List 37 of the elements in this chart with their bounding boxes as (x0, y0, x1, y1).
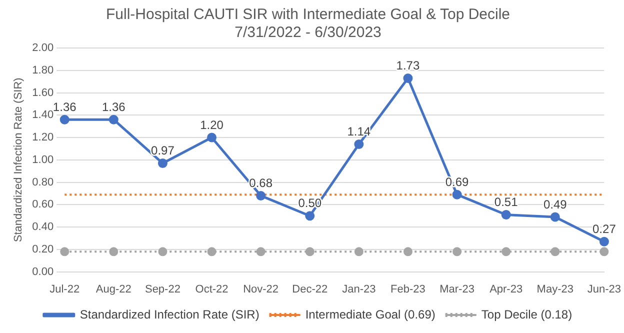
x-tick-label: Feb-23 (390, 283, 426, 296)
x-tick-label: Apr-23 (490, 283, 523, 296)
y-tick-label: 0.40 (32, 221, 54, 234)
x-tick-label: Jun-23 (587, 283, 622, 296)
chart-title: Full-Hospital CAUTI SIR with Intermediate Goal & Top Decile (106, 6, 510, 24)
y-tick-label: 0.20 (32, 243, 54, 256)
x-tick-label: Jul-22 (50, 283, 80, 296)
x-tick-label: Sep-22 (144, 283, 180, 296)
x-tick-label: Jan-23 (342, 283, 376, 296)
data-label: 0.51 (494, 195, 518, 210)
y-tick-label: 0.80 (32, 176, 54, 188)
y-tick-label: 0.00 (32, 266, 54, 278)
x-tick-label: May-23 (536, 283, 574, 296)
data-label: 0.49 (543, 197, 568, 212)
x-tick-label: Aug-22 (96, 283, 132, 296)
x-tick-label: Oct-22 (195, 283, 228, 296)
data-label: 1.73 (396, 58, 420, 73)
y-tick-label: 1.40 (32, 109, 54, 122)
x-tick-label: Nov-22 (243, 283, 279, 296)
x-tick-label: Mar-23 (440, 283, 474, 296)
legend-label: Intermediate Goal (0.69) (305, 307, 436, 322)
data-label: 1.36 (52, 100, 77, 114)
y-tick-label: 0.60 (32, 198, 54, 211)
y-tick-label: 2.00 (32, 42, 54, 54)
data-label: 0.27 (592, 222, 616, 236)
y-tick-label: 1.20 (32, 132, 54, 144)
data-label: 1.20 (200, 118, 224, 132)
chart-subtitle: 7/31/2022 - 6/30/2023 (234, 24, 382, 42)
y-tick-label: 1.00 (32, 154, 54, 166)
data-label: 1.36 (102, 100, 126, 114)
x-tick-label: Dec-22 (292, 283, 328, 296)
legend-label: Top Decile (0.18) (481, 307, 572, 322)
y-tick-label: 1.80 (32, 64, 54, 76)
legend-label: Standardized Infection Rate (SIR) (80, 307, 260, 322)
y-tick-label: 1.60 (32, 86, 54, 99)
data-label: 0.97 (151, 144, 175, 158)
y-axis-title: Standardized Infection Rate (SIR) (12, 78, 25, 242)
